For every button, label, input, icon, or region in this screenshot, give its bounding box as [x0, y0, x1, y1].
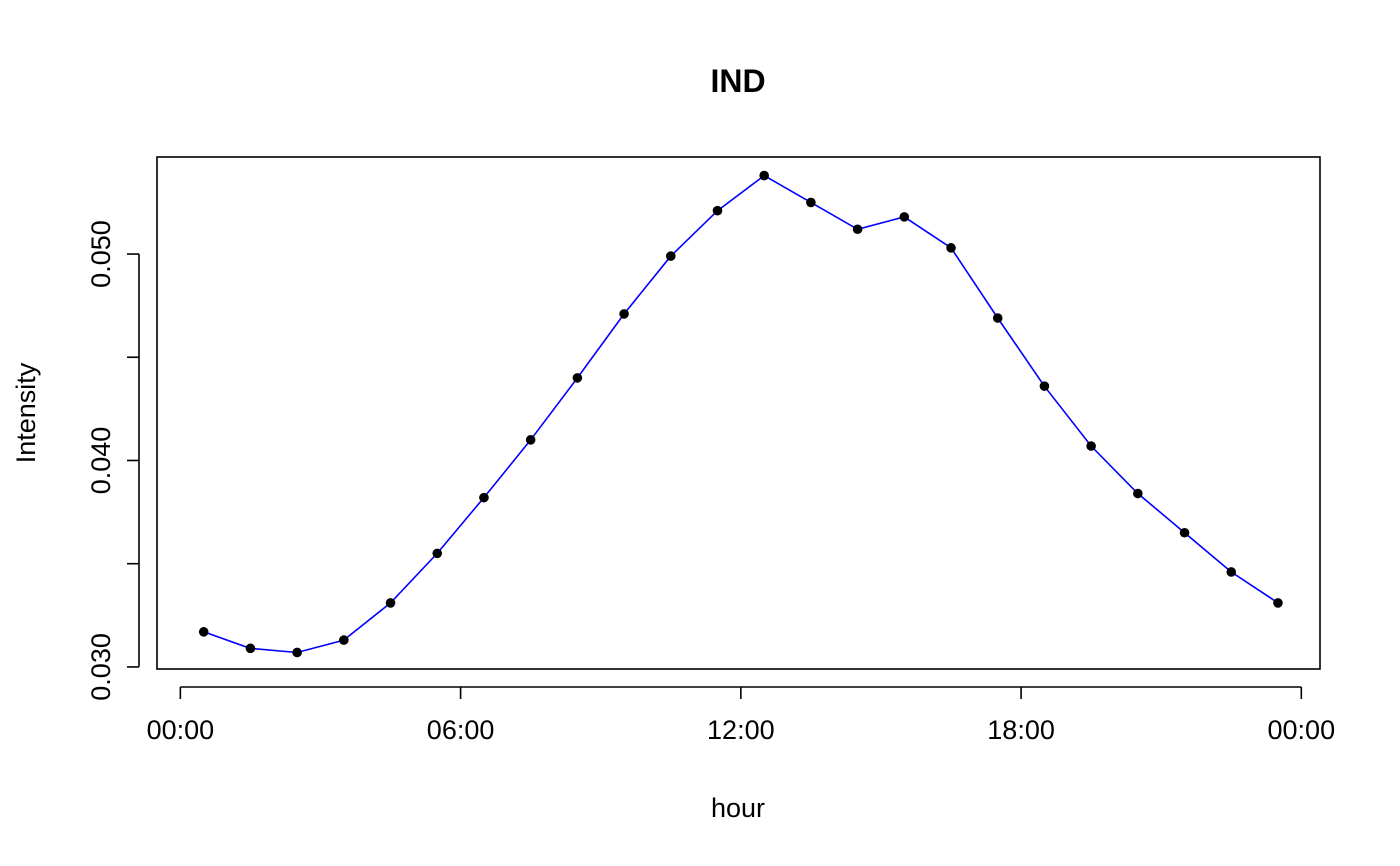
data-point: [665, 251, 676, 261]
data-point: [992, 313, 1003, 323]
data-point: [899, 212, 910, 222]
data-point: [1086, 441, 1096, 451]
data-point: [245, 643, 256, 654]
x-tick-label: 12:00: [707, 715, 775, 745]
x-tick-label: 18:00: [987, 715, 1055, 745]
data-point: [385, 598, 396, 608]
chart-title: IND: [710, 63, 765, 99]
x-tick-label: 00:00: [1268, 715, 1336, 745]
x-axis: 00:00 06:00 12:00 18:00 00:00: [147, 686, 1336, 745]
y-axis-label: Intensity: [11, 362, 41, 463]
x-tick-label: 06:00: [427, 715, 495, 745]
data-point: [806, 197, 816, 208]
data-point: [759, 170, 769, 181]
data-point: [198, 627, 209, 637]
x-tick-label: 00:00: [147, 715, 215, 745]
series-line: [203, 174, 1279, 654]
data-point: [1179, 527, 1190, 538]
data-point: [619, 309, 629, 319]
data-point: [712, 205, 723, 216]
data-point: [1273, 598, 1283, 608]
data-point: [1039, 381, 1050, 391]
data-point: [479, 492, 489, 503]
y-tick-label: 0.050: [86, 220, 116, 288]
data-point: [946, 243, 956, 253]
data-point: [852, 224, 863, 235]
x-axis-label: hour: [711, 793, 765, 823]
data-point: [525, 435, 536, 445]
series-layer: [198, 170, 1283, 658]
data-point: [292, 647, 302, 658]
data-point: [572, 373, 583, 383]
plot-frame: [156, 156, 1321, 670]
y-tick-label: 0.040: [86, 427, 116, 495]
data-point: [339, 635, 349, 645]
y-axis: 0.030 0.040 0.050: [86, 220, 140, 701]
data-point: [1133, 488, 1143, 499]
data-point: [1226, 567, 1237, 577]
y-tick-label: 0.030: [86, 633, 116, 701]
data-point: [432, 548, 443, 559]
